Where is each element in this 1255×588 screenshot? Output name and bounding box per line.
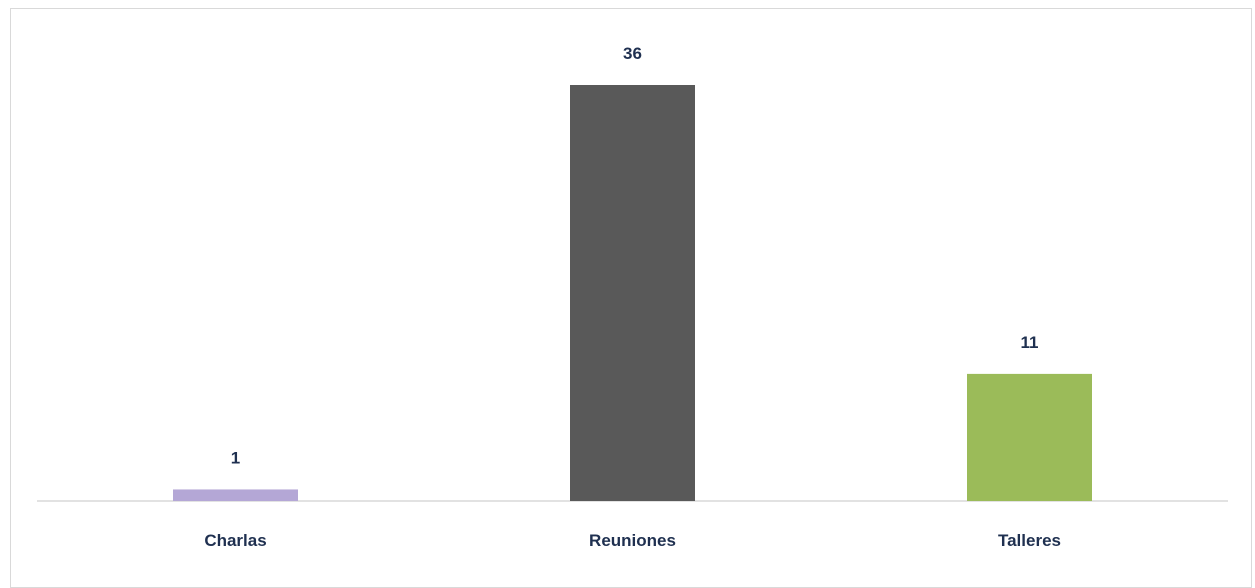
category-label-charlas: Charlas [204, 531, 266, 550]
bar-talleres [967, 373, 1092, 501]
bar-reuniones [570, 85, 695, 501]
bar-charlas [173, 489, 298, 501]
data-label-charlas: 1 [231, 448, 240, 467]
category-label-reuniones: Reuniones [589, 531, 676, 550]
data-label-talleres: 11 [1021, 333, 1039, 352]
value-labels-group: 1 36 11 [231, 44, 1039, 467]
bar-chart: 1 36 11 Charlas Reuniones Talleres [37, 44, 1228, 550]
category-label-talleres: Talleres [998, 531, 1061, 550]
bars-group [173, 85, 1092, 501]
category-labels-group: Charlas Reuniones Talleres [204, 531, 1061, 550]
data-label-reuniones: 36 [623, 44, 642, 63]
